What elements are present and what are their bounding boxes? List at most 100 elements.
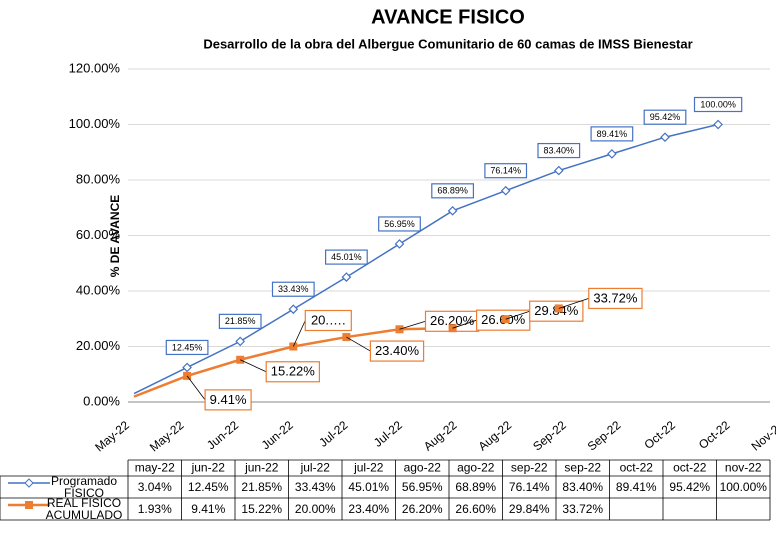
table-cell: 33.72% (562, 502, 603, 516)
data-label-box (369, 340, 425, 362)
data-label: 89.41% (597, 129, 628, 139)
leader-line (558, 298, 589, 309)
data-label: 45.01% (331, 252, 362, 262)
marker (713, 119, 723, 130)
data-label: 20.…. (311, 312, 346, 327)
table-header: nov-22 (725, 461, 762, 475)
leader-line (292, 320, 306, 347)
data-label-box (588, 287, 643, 310)
data-label-box (693, 96, 743, 113)
leader-line (240, 359, 267, 373)
legend-marker (25, 501, 33, 509)
data-label: 33.43% (278, 284, 309, 294)
x-tick-label: Oct-22 (641, 418, 678, 452)
data-label: 68.89% (437, 186, 468, 196)
table-cell: 23.40% (348, 502, 389, 516)
y-tick-label: 100.00% (69, 116, 121, 131)
table-header: sep-22 (564, 461, 601, 475)
y-tick-label: 120.00% (69, 60, 121, 75)
marker (660, 132, 670, 143)
leader-line (505, 310, 530, 320)
y-tick-label: 60.00% (76, 227, 121, 242)
chart-title: AVANCE FISICO (371, 6, 525, 28)
table-header: ago-22 (457, 461, 495, 475)
table-header: ago-22 (404, 461, 442, 475)
data-label: 95.42% (650, 112, 681, 122)
table-cell: 76.14% (509, 480, 550, 494)
y-tick-label: 20.00% (76, 338, 121, 353)
legend-label: REAL FISICO ACUMULADO (46, 496, 123, 522)
marker (341, 272, 352, 282)
table-cell: 56.95% (402, 480, 443, 494)
table-cell: 45.01% (348, 480, 389, 494)
table-cell: 26.20% (402, 502, 443, 516)
table-cell: 89.41% (616, 480, 657, 494)
marker (288, 304, 299, 315)
legend-label: Programado FISICO (51, 474, 117, 500)
x-tick-label: Jun-22 (204, 418, 241, 453)
table-cell: 9.41% (191, 502, 225, 516)
table-cell: 20.00% (295, 502, 336, 516)
data-label: 23.40% (375, 343, 420, 358)
marker (447, 205, 458, 216)
chart-subtitle: Desarrollo de la obra del Albergue Comun… (203, 36, 692, 51)
table-header: sep-22 (511, 461, 548, 475)
x-tick-label: Jul-22 (371, 418, 405, 450)
leader-line (399, 320, 426, 330)
data-label: 100.00% (700, 99, 736, 109)
table-cell: 33.43% (295, 480, 336, 494)
table-header: oct-22 (673, 461, 707, 475)
table-header: jul-22 (353, 461, 384, 475)
table-cell: 1.93% (138, 502, 172, 516)
leader-line (346, 336, 371, 352)
data-label-box (378, 216, 421, 232)
table-cell: 26.60% (455, 502, 496, 516)
data-label: 15.22% (271, 364, 316, 379)
x-tick-label: Aug-22 (421, 418, 460, 454)
marker (553, 165, 564, 176)
data-label-box (484, 163, 528, 179)
x-tick-label: Jun-22 (259, 418, 296, 453)
y-axis-label: % DE AVANCE (108, 195, 122, 277)
legend-marker (24, 478, 34, 488)
marker (500, 185, 511, 196)
data-label: 83.40% (544, 145, 575, 155)
data-label-box (271, 281, 315, 297)
x-tick-label: May-22 (147, 418, 187, 455)
table-cell: 68.89% (455, 480, 496, 494)
x-tick-label: Nov-22 (749, 418, 776, 454)
series-line (133, 123, 719, 395)
table-header: jun-22 (244, 461, 279, 475)
table-header: may-22 (135, 461, 175, 475)
table-cell: 12.45% (188, 480, 229, 494)
y-tick-label: 80.00% (76, 171, 121, 186)
table-cell: 15.22% (241, 502, 282, 516)
leader-line (452, 319, 477, 329)
x-tick-label: Jul-22 (316, 418, 350, 450)
data-label: 9.41% (210, 392, 247, 407)
x-tick-label: Oct-22 (696, 418, 733, 452)
marker (394, 239, 405, 249)
data-label-box (265, 361, 321, 383)
y-tick-label: 0.00% (83, 393, 120, 408)
table-cell: 100.00% (720, 480, 768, 494)
table-cell: 95.42% (669, 480, 710, 494)
x-tick-label: Aug-22 (476, 418, 515, 454)
table-cell: 21.85% (241, 480, 282, 494)
y-tick-label: 40.00% (76, 282, 121, 297)
table-header: jul-22 (300, 461, 331, 475)
leader-line (186, 375, 206, 401)
data-label-box (325, 249, 368, 265)
data-label-box (218, 313, 262, 329)
data-label: 76.14% (490, 166, 521, 176)
table-cell: 83.40% (562, 480, 603, 494)
data-label: 56.95% (384, 219, 415, 229)
marker (607, 149, 617, 159)
data-label-box (165, 339, 209, 356)
x-tick-label: May-22 (92, 418, 132, 455)
x-tick-label: Sep-22 (585, 418, 624, 454)
data-label: 33.72% (593, 290, 638, 305)
data-label-box (590, 126, 634, 142)
data-label-box (304, 309, 352, 332)
